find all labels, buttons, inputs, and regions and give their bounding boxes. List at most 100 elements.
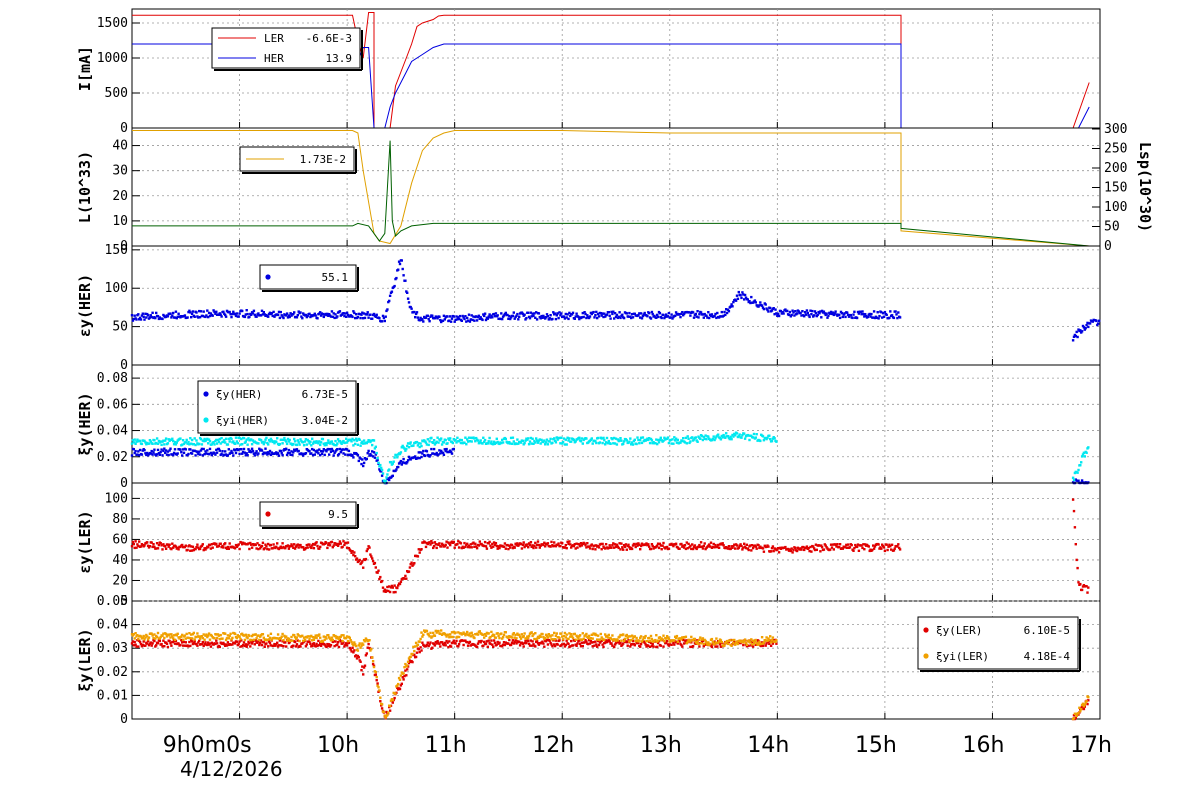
data-point [743, 542, 746, 545]
data-point [743, 638, 747, 641]
data-point [493, 641, 497, 645]
data-point [625, 633, 628, 637]
data-point [487, 542, 490, 545]
data-point [816, 313, 819, 317]
y-tick-label: 60 [112, 532, 128, 547]
data-point [635, 542, 638, 546]
data-point [540, 314, 543, 318]
data-point [819, 310, 822, 313]
data-point [532, 314, 535, 318]
data-point [732, 300, 735, 304]
data-point [466, 644, 470, 647]
data-point [374, 315, 377, 318]
data-point [757, 305, 760, 308]
legend-marker [265, 274, 271, 280]
data-point [534, 632, 537, 635]
data-point [365, 652, 368, 655]
data-point [473, 437, 476, 440]
data-point [316, 644, 319, 647]
data-point [896, 545, 899, 548]
data-point [699, 541, 703, 544]
data-point [206, 449, 209, 452]
data-point [414, 655, 418, 659]
data-point [528, 317, 532, 320]
data-point [516, 542, 519, 545]
data-point [328, 645, 332, 648]
data-point [455, 315, 458, 318]
data-point [1081, 453, 1085, 456]
data-point [648, 312, 651, 315]
data-point [576, 546, 579, 549]
data-point [202, 548, 205, 552]
data-point [153, 439, 156, 442]
data-point [406, 297, 410, 300]
data-point [611, 544, 614, 547]
data-point [619, 548, 622, 551]
data-point [575, 644, 578, 647]
data-point [733, 432, 736, 436]
data-point [240, 437, 243, 441]
data-point [854, 543, 857, 547]
data-point [476, 642, 480, 645]
data-point [387, 711, 390, 714]
data-point [197, 316, 200, 319]
data-point [313, 453, 316, 456]
data-point [172, 637, 175, 640]
data-point [366, 452, 369, 455]
data-point [578, 436, 581, 439]
data-point [683, 639, 687, 642]
data-point [310, 634, 313, 638]
data-point [535, 318, 539, 321]
data-point [829, 548, 832, 551]
data-point [674, 636, 678, 640]
data-point [275, 451, 278, 454]
data-point [444, 449, 447, 453]
data-point [144, 312, 147, 315]
data-point [496, 640, 499, 644]
data-point [207, 442, 210, 445]
data-point [1072, 509, 1076, 513]
data-point [447, 645, 450, 649]
data-point [890, 548, 893, 551]
data-point [160, 544, 163, 547]
data-point [1085, 585, 1088, 588]
data-point [172, 451, 176, 455]
data-point [771, 545, 775, 548]
data-point [191, 633, 195, 636]
data-point [392, 460, 395, 463]
data-point [762, 641, 766, 644]
data-point [150, 449, 153, 453]
data-point [207, 438, 211, 441]
data-point [894, 310, 897, 313]
y-tick-label: 100 [105, 281, 128, 296]
data-point [548, 440, 551, 443]
data-point [483, 544, 486, 548]
data-point [167, 545, 170, 548]
data-point [560, 312, 563, 315]
data-point [509, 317, 512, 321]
data-point [496, 440, 499, 444]
data-point [426, 438, 429, 441]
data-point [351, 437, 354, 441]
data-point [445, 635, 448, 638]
data-point [735, 640, 739, 643]
data-point [758, 304, 761, 307]
data-point [768, 434, 771, 437]
data-point [292, 451, 295, 454]
data-point [143, 638, 146, 641]
data-point [601, 441, 604, 445]
data-point [233, 442, 237, 445]
data-point [733, 640, 736, 643]
data-point [719, 639, 723, 642]
series-line [132, 140, 1090, 247]
data-point [595, 643, 598, 646]
data-point [417, 442, 420, 445]
data-point [560, 436, 563, 439]
data-point [289, 639, 292, 643]
data-point [747, 548, 750, 552]
data-point [362, 666, 366, 669]
data-point [317, 639, 320, 643]
data-point [459, 441, 463, 445]
